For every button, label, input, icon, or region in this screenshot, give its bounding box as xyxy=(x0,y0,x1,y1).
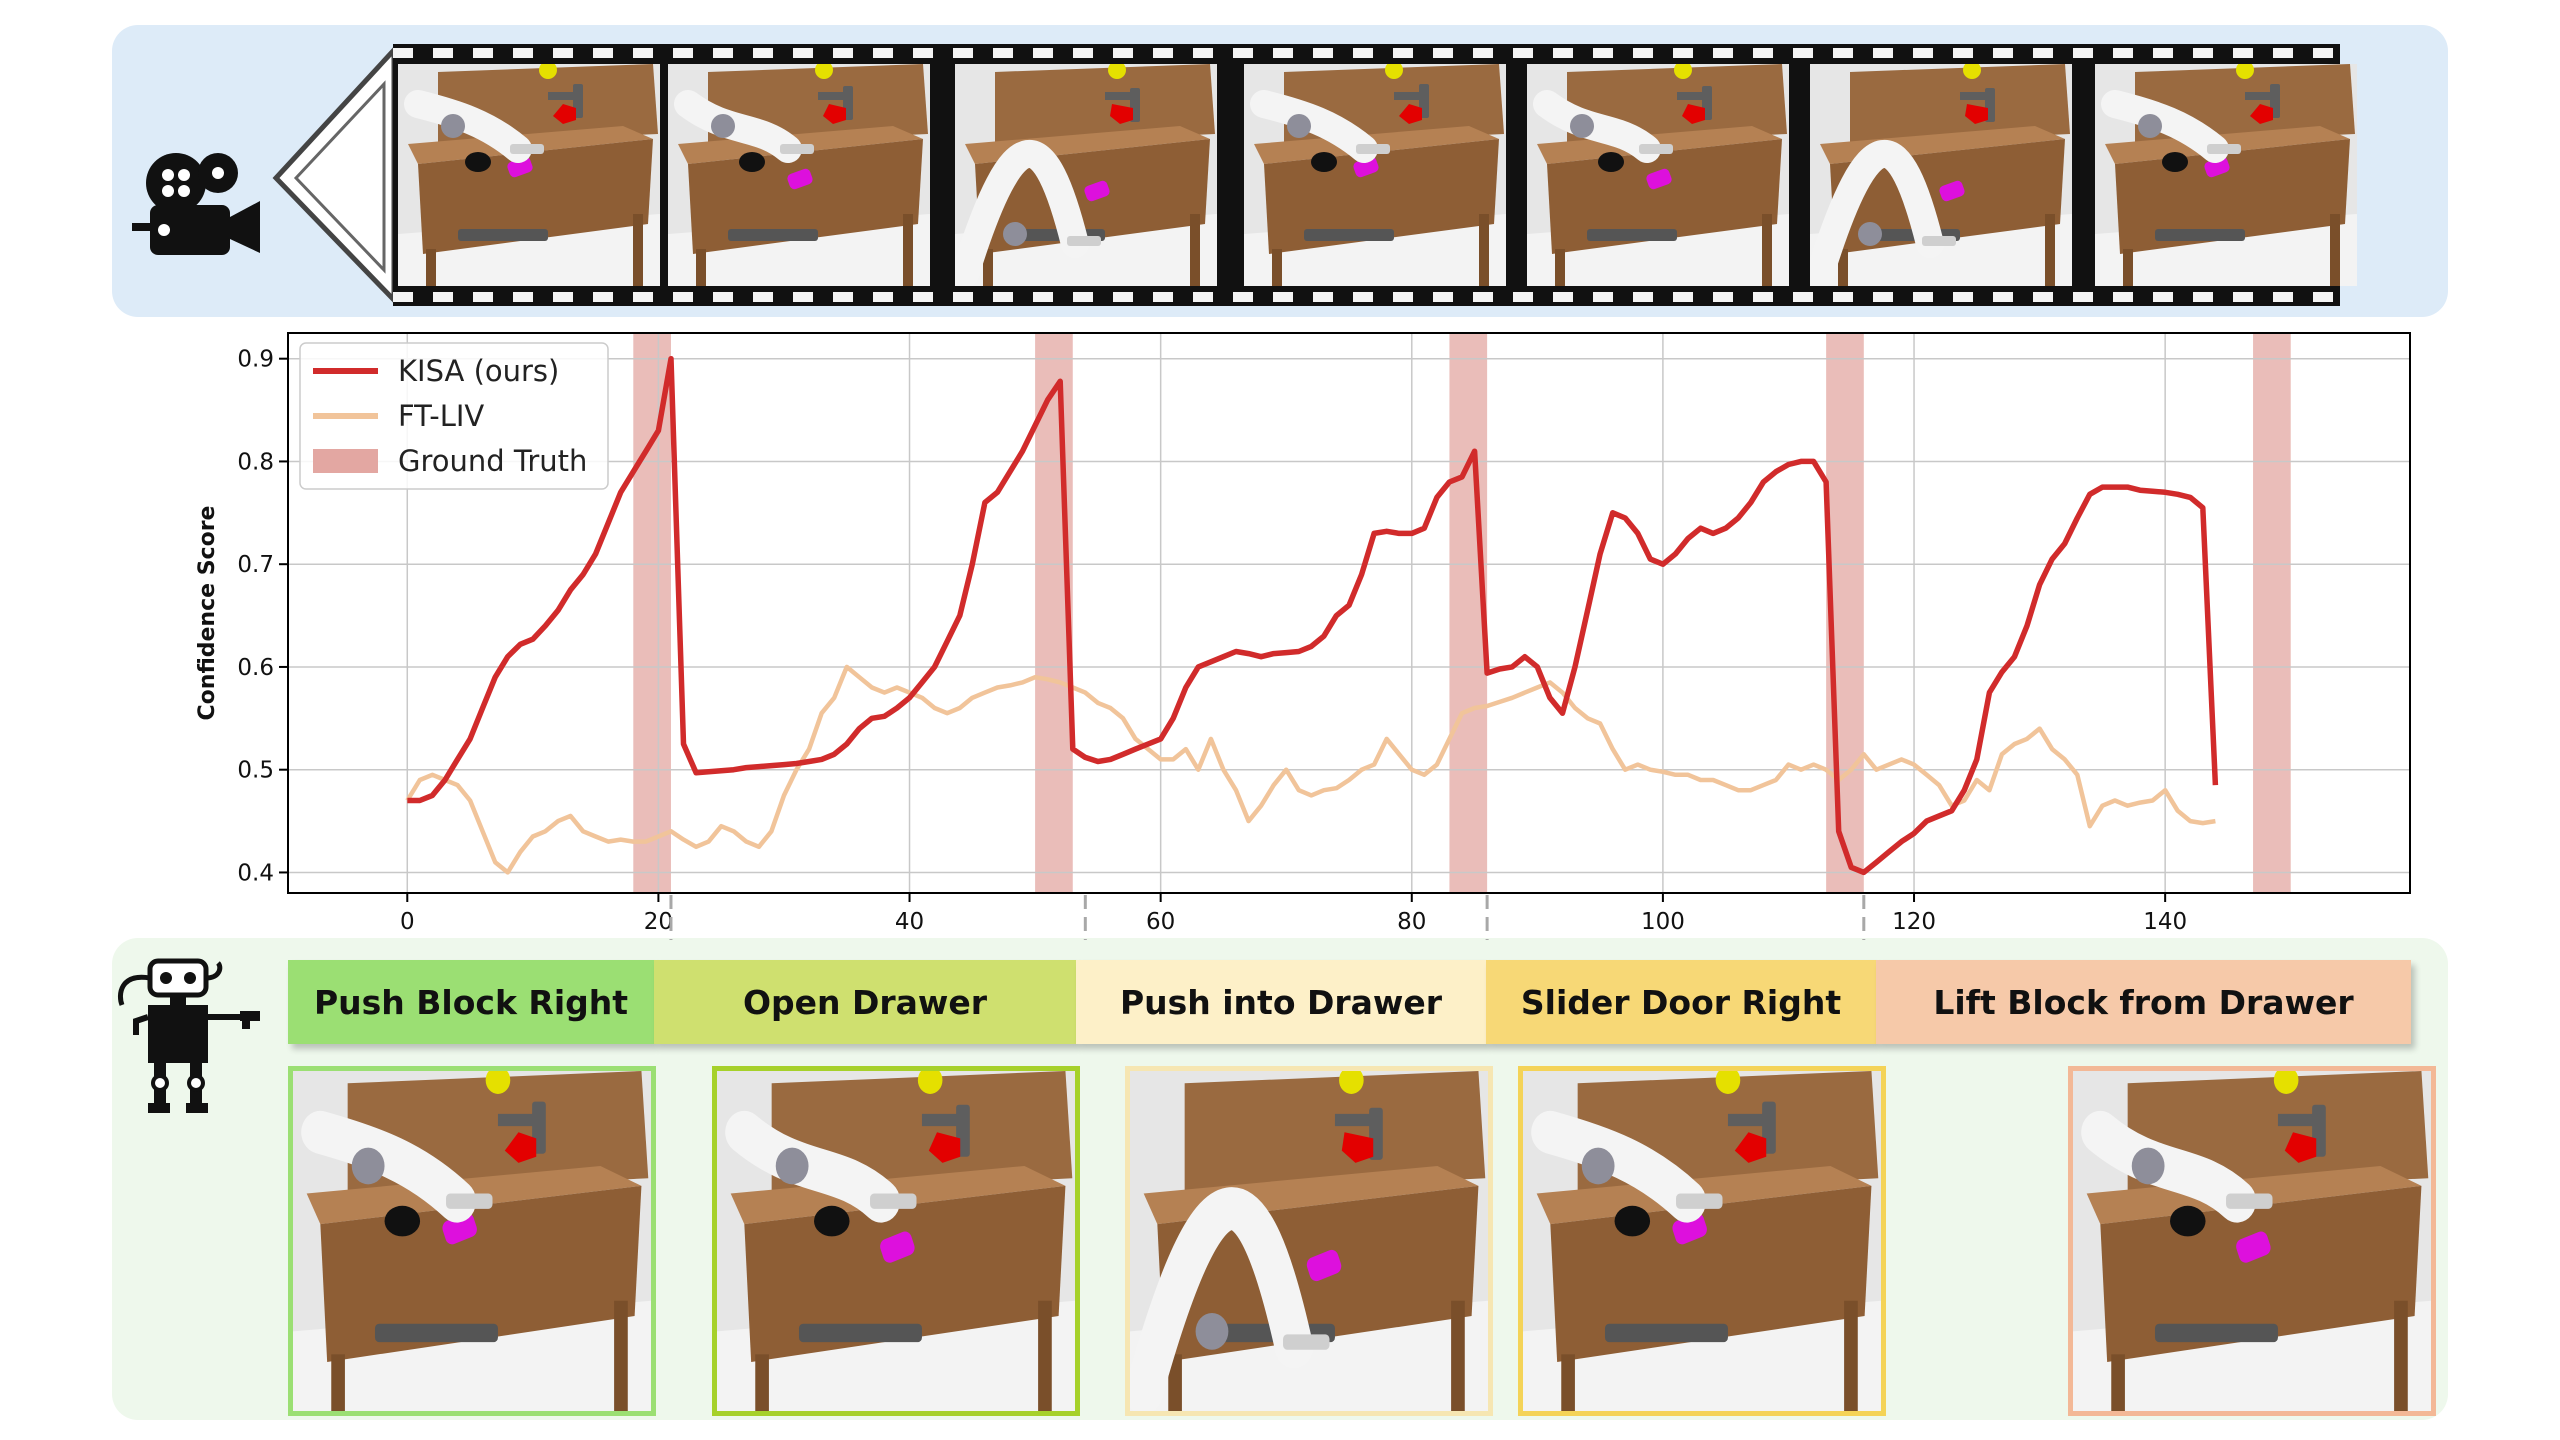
stage-thumbnail xyxy=(288,1066,656,1416)
confidence-score-chart: 0 20 40 60 80 100 120 140 0.4 0.5 0.6 0.7 0.8 0.9 Conf… xyxy=(195,332,2411,940)
x-tick-label: 0 xyxy=(400,909,415,935)
y-tick-label: 0.9 xyxy=(237,347,274,373)
stage-label-lift-block-from-drawer: Lift Block from Drawer xyxy=(1876,960,2411,1044)
ground-truth-band xyxy=(633,333,671,893)
film-frame xyxy=(1527,64,1789,286)
movie-camera-icon xyxy=(132,153,260,255)
stage-thumbnail xyxy=(2068,1066,2436,1416)
legend: KISA (ours) FT-LIV Ground Truth xyxy=(299,342,609,490)
x-tick-label: 120 xyxy=(1892,909,1936,935)
stage-thumbnail xyxy=(1518,1066,1886,1416)
y-tick-label: 0.7 xyxy=(237,552,274,578)
film-frame xyxy=(955,64,1217,286)
stage-label-open-drawer: Open Drawer xyxy=(654,960,1076,1044)
legend-label: Ground Truth xyxy=(398,444,587,478)
x-tick-label: 60 xyxy=(1146,909,1175,935)
film-frame xyxy=(1810,64,2072,286)
film-frame xyxy=(398,64,660,286)
series-line-kisa xyxy=(407,355,2219,876)
y-axis-label: Confidence Score xyxy=(195,506,220,721)
x-tick-label: 140 xyxy=(2143,909,2187,935)
stage-thumbnail xyxy=(712,1066,1080,1416)
ground-truth-band xyxy=(2253,333,2291,893)
robot-icon xyxy=(117,958,260,1113)
film-frame xyxy=(2095,64,2357,286)
stage-label-push-block-right: Push Block Right xyxy=(288,960,654,1044)
stage-label-push-into-drawer: Push into Drawer xyxy=(1076,960,1486,1044)
series-line-ft-liv xyxy=(405,664,2216,875)
film-frame xyxy=(668,64,930,286)
stage-thumbnail xyxy=(1125,1066,1493,1416)
y-tick-label: 0.8 xyxy=(237,449,274,475)
x-tick-label: 20 xyxy=(644,909,673,935)
x-tick-label: 100 xyxy=(1641,909,1685,935)
legend-label: KISA (ours) xyxy=(398,354,559,388)
y-tick-label: 0.6 xyxy=(237,655,274,681)
y-tick-label: 0.5 xyxy=(237,758,274,784)
ground-truth-band xyxy=(1449,333,1488,893)
film-frame xyxy=(1244,64,1506,286)
legend-swatch xyxy=(313,449,378,473)
plot-frame xyxy=(287,332,2411,894)
stage-label-slider-door-right: Slider Door Right xyxy=(1486,960,1876,1044)
x-tick-label: 40 xyxy=(895,909,924,935)
legend-label: FT-LIV xyxy=(398,399,484,433)
y-tick-label: 0.4 xyxy=(237,860,274,886)
x-tick-label: 80 xyxy=(1397,909,1426,935)
